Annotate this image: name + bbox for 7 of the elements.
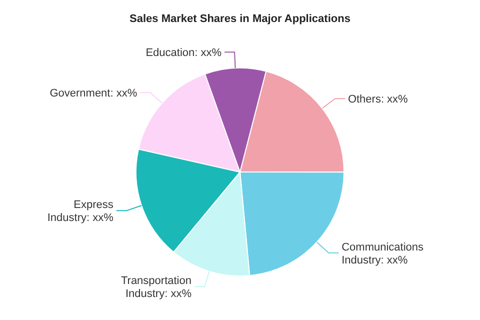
slice-label: Transportation Industry: xx%	[120, 275, 192, 300]
chart-title: Sales Market Shares in Major Applications	[130, 13, 350, 25]
slice-label: Government: xx%	[50, 87, 138, 100]
slice-label: Express Industry: xx%	[47, 199, 114, 224]
slice-label: Education: xx%	[146, 47, 222, 60]
slice-label: Others: xx%	[348, 94, 408, 106]
slice-label: Communications Industry: xx%	[342, 241, 424, 266]
